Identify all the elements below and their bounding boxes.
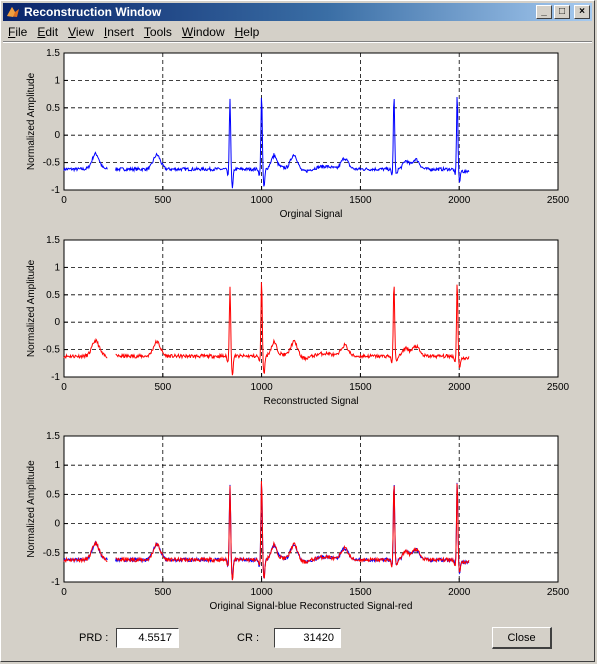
menu-help[interactable]: Help (234, 24, 260, 39)
y-tick-label: 1.5 (46, 235, 60, 246)
y-tick-label: 1 (54, 75, 60, 86)
x-tick-label: 0 (61, 382, 67, 393)
y-tick-label: 0.5 (46, 290, 60, 301)
x-tick-label: 0 (61, 195, 67, 206)
y-tick-label: -0.5 (43, 345, 61, 356)
x-tick-label: 500 (154, 587, 171, 598)
prd-label: PRD : (79, 632, 109, 644)
cr-label: CR : (237, 632, 259, 644)
y-tick-label: -1 (51, 577, 60, 588)
x-tick-label: 1500 (349, 195, 372, 206)
close-window-button[interactable]: × (574, 5, 590, 19)
x-tick-label: 500 (154, 382, 171, 393)
x-tick-label: 1000 (250, 382, 273, 393)
x-axis-label: Reconstructed Signal (263, 396, 358, 407)
x-tick-label: 1000 (250, 587, 273, 598)
x-tick-label: 1000 (250, 195, 273, 206)
menu-edit[interactable]: Edit (37, 24, 59, 39)
plots-area: 0 500 1000 1500 2000 25001.510.50-0.5-1Orgina… (26, 48, 570, 612)
cr-field[interactable]: 31420 (274, 628, 341, 648)
x-tick-label: 1500 (349, 382, 372, 393)
x-tick-label: 1500 (349, 587, 372, 598)
x-tick-label: 2500 (547, 382, 570, 393)
y-tick-label: 1.5 (46, 431, 60, 442)
minimize-icon: _ (541, 6, 547, 17)
maximize-icon: □ (558, 6, 566, 17)
axes-2: 0 500 1000 1500 2000 2500 1.5 1 0.5 0 -0.5 -1 Recons… (26, 235, 570, 407)
x-tick-label: 2000 (448, 382, 471, 393)
menu-file[interactable]: File (8, 24, 28, 39)
window-title: Reconstruction Window (24, 5, 162, 19)
y-tick-label: -1 (51, 185, 60, 196)
y-tick-label: -1 (51, 372, 60, 383)
minimize-button[interactable]: _ (536, 5, 552, 19)
x-tick-label: 0 (61, 587, 67, 598)
matlab-logo-icon (7, 7, 19, 17)
plot-area (63, 435, 559, 583)
y-tick-label: 0 (54, 317, 60, 328)
y-tick-label: 1 (54, 460, 60, 471)
x-tick-label: 2000 (448, 195, 471, 206)
y-tick-label: 1 (54, 262, 60, 273)
close-icon: × (579, 6, 585, 17)
y-tick-label: 0 (54, 519, 60, 530)
y-tick-label: 0.5 (46, 489, 60, 500)
menu-window[interactable]: Window (181, 24, 225, 39)
maximize-button[interactable]: □ (554, 5, 570, 19)
axes-1: 0 500 1000 1500 2000 2500 1.5 1 0.5 0 -0.5 -1 Orgina… (26, 48, 570, 220)
x-axis-label: Original Signal-blue Reconstructed Signa… (210, 601, 413, 612)
prd-field[interactable]: 4.5517 (116, 628, 179, 648)
x-tick-label: 2500 (547, 195, 570, 206)
menu-view[interactable]: View (68, 24, 94, 39)
x-tick-label: 2000 (448, 587, 471, 598)
menu-bar: File Edit View Insert Tools Window Help (3, 22, 592, 41)
x-axis-label: Orginal Signal (280, 209, 343, 220)
y-tick-label: -0.5 (43, 158, 61, 169)
x-tick-label: 500 (154, 195, 171, 206)
y-tick-label: 0.5 (46, 103, 60, 114)
axes-3: 0 500 1000 1500 2000 2500 1.5 1 0.5 0 -0.5 -1 Origin… (26, 431, 570, 612)
menu-tools[interactable]: Tools (143, 24, 172, 39)
plot-area (63, 239, 559, 378)
signal-line (63, 96, 470, 189)
y-tick-label: 1.5 (46, 48, 60, 59)
y-axis-label: Normalized Amplitude (26, 259, 37, 357)
close-button[interactable]: Close (492, 627, 552, 649)
y-axis-label: Normalized Amplitude (26, 460, 37, 558)
menu-insert[interactable]: Insert (103, 24, 134, 39)
plot-area (63, 52, 559, 191)
y-tick-label: 0 (54, 130, 60, 141)
y-tick-label: -0.5 (43, 548, 61, 559)
y-axis-label: Normalized Amplitude (26, 72, 37, 170)
menu-separator (3, 41, 592, 43)
x-tick-label: 2500 (547, 587, 570, 598)
signal-line (63, 282, 470, 376)
signal-line (63, 480, 470, 581)
title-bar[interactable]: Reconstruction Window _ □ × (3, 3, 592, 21)
